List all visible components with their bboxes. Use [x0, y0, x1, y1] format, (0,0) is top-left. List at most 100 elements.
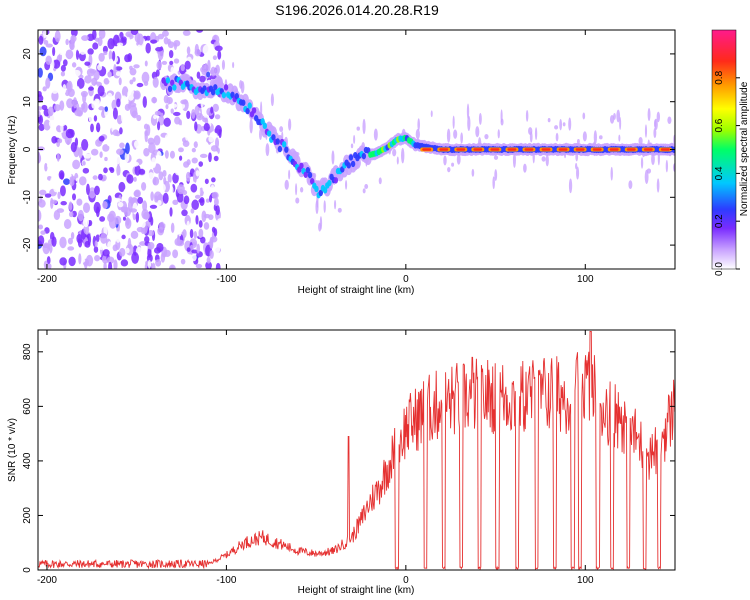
- spectrogram-cell: [53, 184, 60, 193]
- snr-y-label: SNR (10 * v/v): [7, 418, 18, 482]
- spectrogram-cell: [528, 127, 533, 135]
- spectrogram-cell: [98, 244, 105, 251]
- spectrogram-cell: [207, 32, 213, 40]
- spectrogram-cell: [202, 44, 210, 56]
- spectrogram-cell: [78, 253, 82, 265]
- spectrogram-cell: [415, 128, 420, 140]
- spectrogram-cell: [599, 135, 603, 140]
- spectrogram-cell: [576, 166, 580, 180]
- spectrogram-cell: [315, 200, 319, 215]
- spectrogram-cell: [72, 97, 78, 109]
- spectrogram-cell: [653, 127, 657, 139]
- spectrogram-cell: [610, 166, 613, 181]
- spectrogram-cell: [123, 188, 128, 201]
- snr-y-tick-label: 600: [22, 398, 33, 415]
- spectrogram-cell: [172, 84, 177, 91]
- spectrogram-cell: [102, 144, 110, 152]
- spectrogram-cell: [656, 111, 661, 123]
- spectrogram-cell: [195, 214, 199, 225]
- spectrogram-cell: [555, 132, 559, 142]
- spectrogram-cell: [245, 107, 250, 115]
- spectrogram-cell: [169, 60, 174, 65]
- spectrogram-cell: [167, 85, 173, 93]
- spectrogram-cell: [121, 36, 127, 43]
- spectrogram-cell: [646, 168, 652, 174]
- spectrogram-cell: [169, 150, 175, 159]
- spectrogram-cell: [38, 67, 43, 78]
- spectrogram-cell: [76, 86, 81, 98]
- spectrogram-cell: [97, 85, 105, 97]
- spectrogram-cell: [206, 71, 211, 78]
- spectrogram-cell: [195, 170, 200, 177]
- spectrogram-cell: [38, 261, 42, 269]
- spectrogram-cell: [654, 119, 657, 128]
- spectrogram-cell: [208, 152, 212, 163]
- spectrogram-cell: [116, 42, 124, 47]
- spectrogram-cell: [42, 243, 50, 249]
- spectrogram-cell: [91, 148, 99, 156]
- spectrogram-cell: [545, 154, 549, 167]
- spectrogram-cell: [128, 196, 134, 204]
- spectrogram-cell: [490, 148, 500, 151]
- spectrogram-cell: [133, 140, 140, 149]
- spectrogram-cell: [76, 39, 81, 52]
- spectrogram-cell: [170, 103, 178, 108]
- spectrogram-cell: [84, 240, 91, 248]
- spectrogram-cell: [86, 249, 92, 256]
- spectrogram-cell: [378, 177, 382, 185]
- spectrogram-cell: [136, 44, 142, 52]
- spectrogram-cell: [50, 199, 58, 204]
- spectrogram-cell: [162, 30, 169, 37]
- spectrogram-cell: [83, 224, 90, 235]
- spectrogram-cell: [186, 247, 191, 252]
- spectrogram-cell: [194, 48, 201, 57]
- spectrogram-cell: [163, 176, 167, 185]
- spectrogram-cell: [198, 228, 204, 238]
- snr-x-ticks: -200 -100 0 100: [37, 330, 594, 586]
- spectrogram-cell: [49, 208, 53, 216]
- spectrogram-cell: [640, 157, 644, 169]
- spectrogram-cell: [131, 251, 139, 264]
- spectrogram-cell: [260, 118, 265, 125]
- spectrogram-cell: [616, 109, 621, 123]
- spectrogram-cell: [541, 148, 551, 151]
- spectrogram-cell: [456, 154, 461, 165]
- spectrogram-cell: [102, 45, 108, 54]
- spectrogram-cell: [127, 88, 135, 101]
- spectrogram-cell: [45, 77, 51, 89]
- snr-panel: -200 -100 0 100 0 200 400 600 800 Height of str…: [7, 329, 676, 596]
- spectrogram-cell: [71, 193, 77, 201]
- spectrogram-cell: [189, 139, 195, 147]
- spectrogram-cell: [143, 147, 150, 157]
- spectrogram-cell: [113, 154, 121, 165]
- spectrogram-cell: [57, 138, 63, 144]
- spectrogram-cell: [241, 99, 246, 106]
- spectrogram-cell: [38, 137, 43, 144]
- spectrogram-cell: [47, 263, 52, 269]
- spectrogram-cell: [94, 185, 100, 196]
- spectrogram-cell: [279, 126, 284, 133]
- spectrogram-cell: [157, 121, 161, 131]
- spectrogram-cell: [497, 129, 500, 139]
- spectrogram-y-tick-label: -10: [22, 190, 33, 205]
- spectrogram-cell: [137, 196, 144, 204]
- spectrogram-cell: [210, 89, 216, 96]
- spectrogram-cell: [104, 156, 108, 162]
- spectrogram-cell: [38, 94, 44, 103]
- spectrogram-x-ticks: -200 -100 0 100: [37, 30, 594, 285]
- spectrogram-cell: [179, 103, 186, 109]
- spectrogram-cell: [157, 200, 162, 206]
- spectrogram-cell: [151, 97, 158, 104]
- spectrogram-cell: [57, 219, 62, 229]
- spectrogram-cell: [170, 265, 174, 269]
- spectrogram-cell: [166, 96, 173, 105]
- snr-y-tick-label: 400: [22, 452, 33, 469]
- spectrogram-cell: [266, 130, 272, 137]
- spectrogram-cell: [76, 198, 83, 206]
- spectrogram-cell: [176, 192, 184, 203]
- spectrogram-cell: [456, 148, 466, 151]
- spectrogram-cell: [628, 180, 633, 189]
- spectrogram-cell: [76, 233, 83, 244]
- spectrogram-cell: [120, 111, 125, 123]
